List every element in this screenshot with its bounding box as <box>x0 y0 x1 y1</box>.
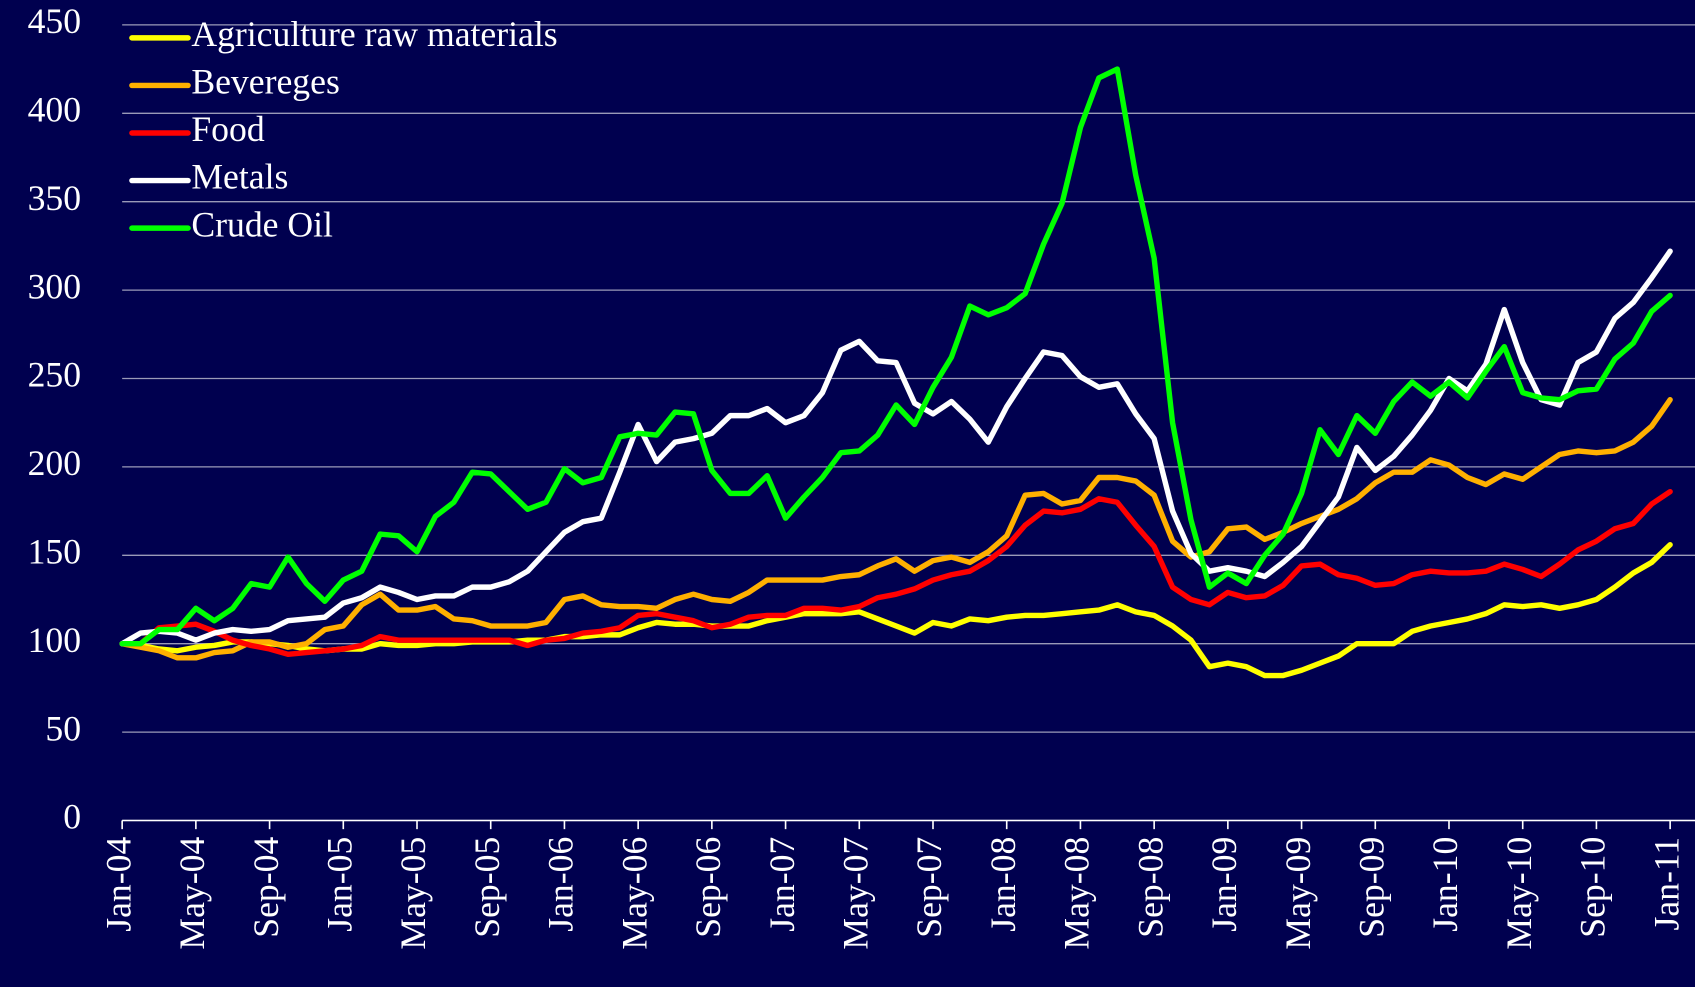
x-tick-label: Sep-08 <box>1130 837 1170 938</box>
y-tick-label: 350 <box>28 178 81 218</box>
legend-label: Bevereges <box>191 62 340 102</box>
series-line <box>119 397 1673 661</box>
x-tick-label: May-05 <box>393 837 433 950</box>
x-tick-label: May-04 <box>172 837 212 950</box>
x-tick-label: May-07 <box>835 837 875 950</box>
x-tick-label: Sep-04 <box>246 837 286 938</box>
series-line <box>119 66 1673 647</box>
legend-label: Metals <box>191 157 288 197</box>
y-tick-label: 450 <box>28 1 81 41</box>
x-tick-label: May-09 <box>1278 837 1318 950</box>
y-tick-label: 300 <box>28 266 81 306</box>
x-tick-label: Jan-04 <box>98 837 138 932</box>
x-tick-label: May-10 <box>1499 837 1539 950</box>
x-tick-label: Sep-07 <box>909 837 949 938</box>
y-tick-label: 150 <box>28 531 81 571</box>
series-line <box>119 248 1673 647</box>
y-tick-label: 50 <box>45 708 81 748</box>
x-tick-label: Sep-05 <box>467 837 507 938</box>
y-tick-label: 200 <box>28 443 81 483</box>
x-tick-label: Sep-06 <box>688 837 728 938</box>
series-line <box>119 488 1673 658</box>
x-tick-label: Jan-05 <box>319 837 359 932</box>
x-tick-label: Jan-09 <box>1204 837 1244 932</box>
y-tick-label: 400 <box>28 89 81 129</box>
x-tick-label: May-06 <box>614 837 654 950</box>
x-tick-label: Sep-10 <box>1573 837 1613 938</box>
legend-label: Crude Oil <box>191 204 333 244</box>
x-tick-label: Jan-11 <box>1646 837 1686 931</box>
y-tick-label: 0 <box>63 797 81 837</box>
y-tick-label: 250 <box>28 355 81 395</box>
x-tick-label: Sep-09 <box>1351 837 1391 938</box>
x-tick-label: Jan-06 <box>541 837 581 932</box>
series-line <box>119 541 1673 679</box>
y-tick-label: 100 <box>28 620 81 660</box>
legend-label: Agriculture raw materials <box>191 14 557 54</box>
x-tick-label: May-08 <box>1057 837 1097 950</box>
x-tick-label: Jan-07 <box>762 837 802 932</box>
legend-label: Food <box>191 109 264 149</box>
x-tick-label: Jan-10 <box>1425 837 1465 932</box>
x-tick-label: Jan-08 <box>983 837 1023 932</box>
